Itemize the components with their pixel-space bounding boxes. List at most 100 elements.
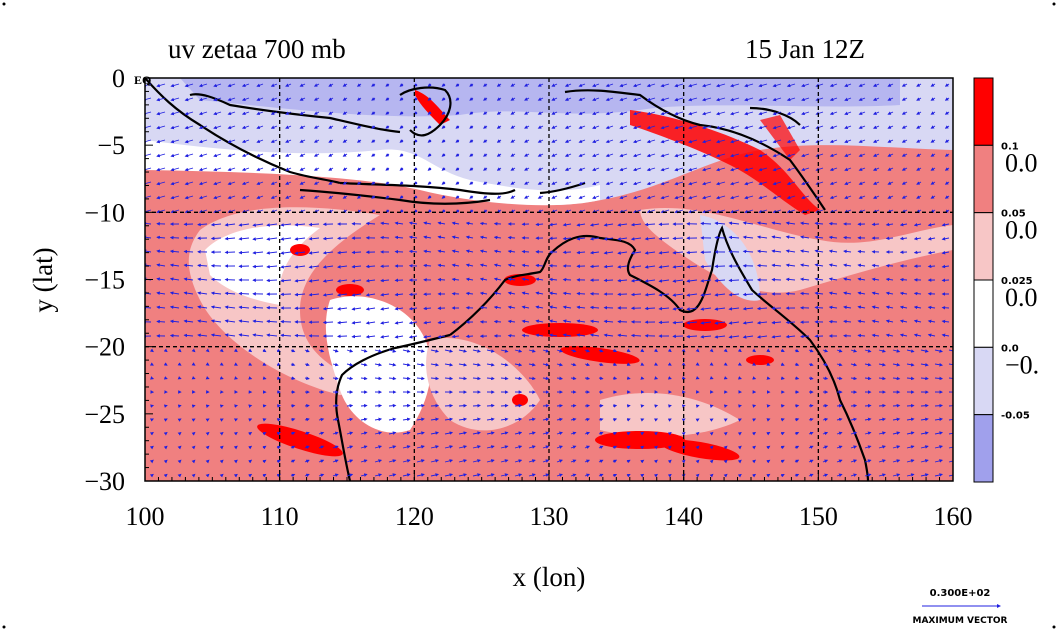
wind-vector [163,473,168,478]
wind-vector [836,403,843,408]
wind-vector [562,222,572,227]
wind-vector [441,181,446,185]
wind-vector [521,319,530,324]
wind-vector [262,445,267,450]
wind-vector [483,195,488,199]
wind-vector [589,223,600,227]
wind-vector [472,431,481,435]
wind-vector [500,349,509,353]
wind-vector [469,139,474,143]
wind-vector [356,83,362,87]
wind-vector [276,445,281,450]
wind-vector [524,111,530,115]
wind-vector [248,459,253,464]
wind-vector [205,418,210,422]
wind-vector [337,293,348,297]
wind-vector [276,376,281,380]
wind-vector [205,459,210,464]
wind-vector [262,404,267,408]
wind-vector [469,125,474,129]
wind-vector [156,167,166,172]
wind-vector [630,333,642,338]
wind-vector [500,459,509,463]
wind-vector [380,221,390,226]
wind-vector [427,125,432,129]
wind-vector [191,473,196,478]
wind-vector [399,83,404,87]
wind-vector [145,139,152,144]
wind-vector [177,431,182,436]
colorbar-overflow-label: 0.0 [1005,283,1038,312]
wind-vector [451,263,460,268]
wind-vector [521,305,530,309]
wind-vector [299,83,306,87]
wind-vector [356,97,362,101]
wind-vector [262,432,267,436]
wind-vector [455,139,460,143]
wind-vector [507,305,516,310]
wind-vector [496,195,502,199]
wind-vector [589,333,600,337]
wind-vector [423,235,432,239]
colorbar-overflow-label: 0.0 [1005,216,1038,245]
wind-vector [285,97,292,101]
wind-vector [444,473,454,477]
wind-vector [318,445,325,449]
wind-vector [584,404,591,408]
wind-vector [183,305,194,309]
wind-vector [371,139,376,143]
wind-vector [570,362,577,367]
wind-vector [169,263,180,268]
wind-vector [177,362,182,366]
wind-vector [356,111,362,115]
wind-vector [371,83,376,87]
wind-vector [578,195,586,199]
wind-vector [177,376,182,380]
wind-vector [248,432,253,436]
wind-vector [210,236,222,241]
wind-vector [332,417,339,422]
wind-vector [365,278,376,283]
wind-vector [380,321,390,325]
wind-vector [576,319,586,323]
wind-vector [441,195,446,199]
wind-vector [285,139,292,143]
wind-vector [262,459,267,464]
wind-vector [399,111,404,115]
wind-vector [205,404,210,408]
wind-vector [455,153,460,157]
wind-vector [570,417,577,422]
wind-vector [197,291,208,295]
wind-vector [149,473,154,478]
wind-vector [149,348,154,353]
wind-vector [219,445,224,450]
wind-vector [318,404,325,408]
wind-vector [299,125,306,129]
wind-vector [510,83,516,87]
wind-vector [483,83,488,87]
wind-vector [197,263,208,268]
wind-vector [514,349,523,353]
wind-vector [455,167,460,171]
wind-vector [524,125,530,129]
wind-vector [183,277,194,281]
wind-vector [605,83,614,88]
wind-vector [556,376,563,381]
wind-vector [299,111,306,115]
wind-vector [430,363,440,367]
wind-vector [570,349,577,353]
wind-vector [469,153,474,157]
wind-vector [241,83,250,88]
wind-vector [394,321,404,325]
wind-vector [458,473,468,477]
wind-vector [318,376,325,381]
wind-vector [451,221,460,226]
wind-vector [850,403,858,408]
wind-vector [163,431,168,436]
wind-vector [469,83,474,87]
wind-vector [256,167,264,171]
wind-vector [299,195,306,199]
wind-vector [551,97,558,101]
wind-vector [514,362,523,367]
